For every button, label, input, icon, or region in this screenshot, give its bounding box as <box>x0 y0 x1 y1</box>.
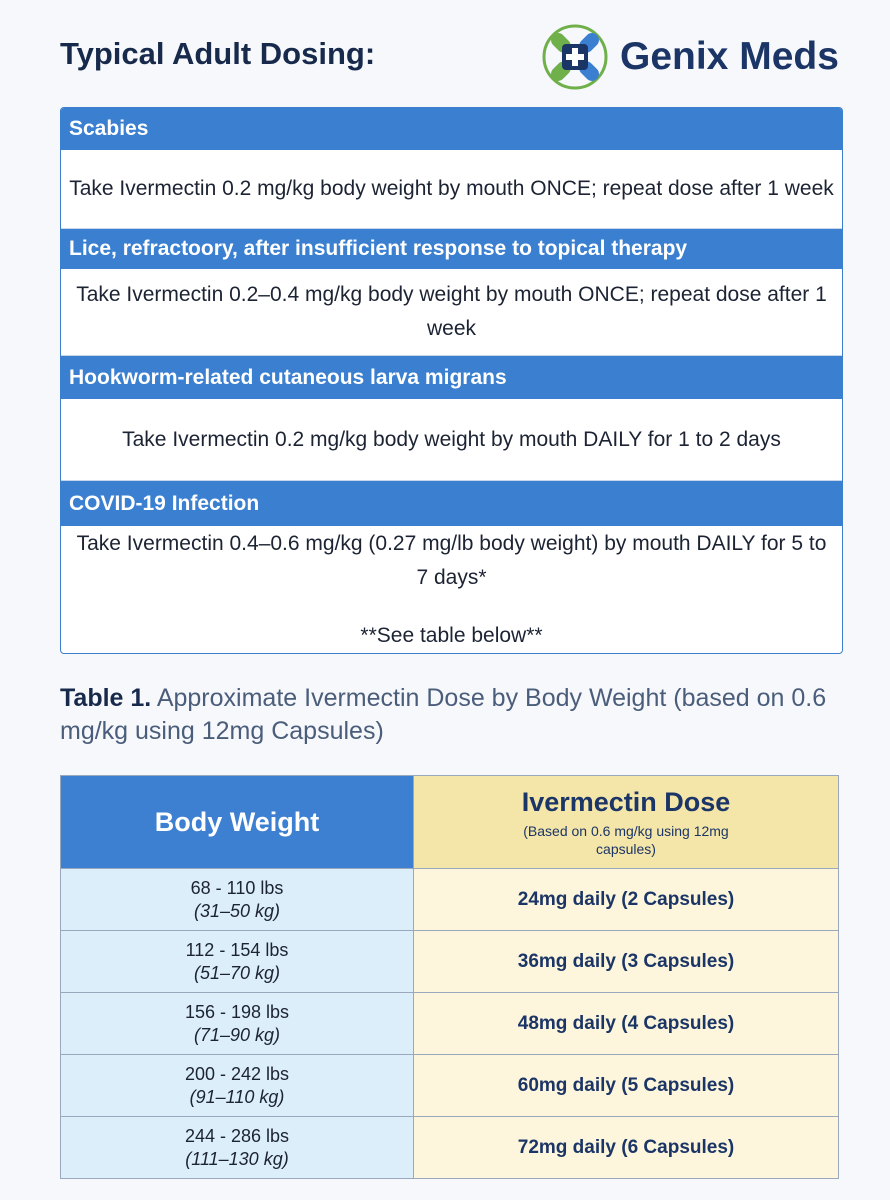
weight-cell: 200 - 242 lbs (91–110 kg) <box>60 1054 414 1117</box>
instruction-note: **See table below** <box>360 623 543 647</box>
instructions: Take Ivermectin 0.4–0.6 mg/kg (0.27 mg/l… <box>61 526 842 653</box>
dose-cell: 36mg daily (3 Capsules) <box>413 930 839 993</box>
weight-cell: 244 - 286 lbs (111–130 kg) <box>60 1116 414 1179</box>
caption-label: Table 1. <box>60 684 152 712</box>
condition: Scabies <box>61 108 842 150</box>
table-row: 112 - 154 lbs (51–70 kg) 36mg daily (3 Cap… <box>60 930 839 993</box>
instruction-text: Take Ivermectin 0.2–0.4 mg/kg body weigh… <box>76 283 827 340</box>
brand-logo <box>542 24 608 90</box>
weight-lbs: 112 - 154 lbs <box>185 939 289 960</box>
dose-cell: 24mg daily (2 Capsules) <box>413 868 839 931</box>
weight-lbs: 244 - 286 lbs <box>184 1125 290 1146</box>
table-row: 244 - 286 lbs (111–130 kg) 72mg daily (6 C… <box>60 1116 839 1179</box>
instruction-text: Take Ivermectin 0.2 mg/kg body weight by… <box>69 177 834 200</box>
caption-text: Approximate Ivermectin Dose by Body Weig… <box>60 684 827 745</box>
dosing-table: Scabies Take Ivermectin 0.2 mg/kg body w… <box>60 107 843 654</box>
brand-name: Genix Meds <box>620 35 839 78</box>
dose-cell: 60mg daily (5 Capsules) <box>413 1054 839 1117</box>
weight-kg: (51–70 kg) <box>193 962 281 983</box>
column-subtitle: (Based on 0.6 mg/kg using 12mg capsules) <box>523 822 729 857</box>
table-row: 68 - 110 lbs (31–50 kg) 24mg daily (2 Caps… <box>60 868 839 931</box>
dose-cell: 48mg daily (4 Capsules) <box>413 992 839 1055</box>
weight-cell: 112 - 154 lbs (51–70 kg) <box>60 930 414 993</box>
column-title: Ivermectin Dose <box>521 786 731 817</box>
weight-lbs: 68 - 110 lbs <box>190 877 284 898</box>
page-title: Typical Adult Dosing: <box>60 36 376 71</box>
instructions: Take Ivermectin 0.2 mg/kg body weight by… <box>61 399 842 481</box>
condition: Lice, refractoory, after insufficient re… <box>61 229 842 269</box>
condition: Hookworm-related cutaneous larva migrans <box>61 356 842 399</box>
instruction-text: Take Ivermectin 0.4–0.6 mg/kg (0.27 mg/l… <box>76 531 827 589</box>
instructions: Take Ivermectin 0.2 mg/kg body weight by… <box>61 150 842 229</box>
weight-lbs: 200 - 242 lbs <box>184 1063 290 1084</box>
brand: Genix Meds <box>540 22 839 92</box>
dose-table: Body Weight Ivermectin Dose (Based on 0.6… <box>60 775 839 1179</box>
weight-cell: 156 - 198 lbs (71–90 kg) <box>60 992 414 1055</box>
weight-kg: (91–110 kg) <box>189 1086 285 1107</box>
instruction-text: Take Ivermectin 0.2 mg/kg body weight by… <box>122 427 781 451</box>
instructions: Take Ivermectin 0.2–0.4 mg/kg body weigh… <box>61 269 842 356</box>
column-header: Body Weight <box>60 775 414 869</box>
weight-lbs: 156 - 198 lbs <box>184 1001 290 1022</box>
weight-kg: (111–130 kg) <box>185 1148 289 1169</box>
table-body: 68 - 110 lbs (31–50 kg) 24mg daily (2 Caps… <box>60 868 839 1179</box>
header-row: Body Weight Ivermectin Dose (Based on 0.6… <box>60 775 839 869</box>
weight-kg: (71–90 kg) <box>193 1024 281 1045</box>
column-header: Ivermectin Dose (Based on 0.6 mg/kg using… <box>413 775 839 869</box>
condition: COVID-19 Infection <box>61 481 842 526</box>
weight-cell: 68 - 110 lbs (31–50 kg) <box>60 868 414 931</box>
dose-cell: 72mg daily (6 Capsules) <box>413 1116 839 1179</box>
table-row: 156 - 198 lbs (71–90 kg) 48mg daily (4 Cap… <box>60 992 839 1055</box>
weight-kg: (31–50 kg) <box>193 900 281 921</box>
table-caption: Table 1. Approximate Ivermectin Dose by … <box>60 682 850 748</box>
table-row: 200 - 242 lbs (91–110 kg) 60mg daily (5 Ca… <box>60 1054 839 1117</box>
